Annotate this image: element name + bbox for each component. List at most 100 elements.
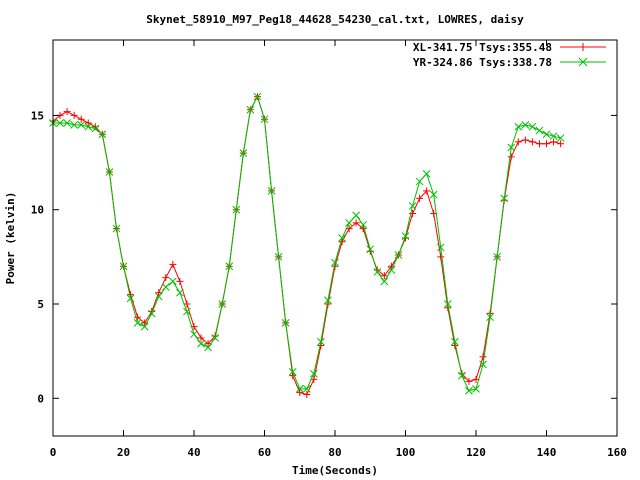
data-point-0 (176, 277, 184, 285)
legend-marker-xl (579, 43, 587, 51)
y-tick-label: 0 (37, 392, 44, 405)
data-point-1 (295, 385, 304, 393)
data-point-1 (549, 132, 558, 141)
data-point-0 (437, 253, 445, 261)
data-point-0 (352, 219, 360, 227)
data-point-1 (331, 258, 339, 267)
data-point-1 (267, 187, 276, 195)
data-point-1 (63, 119, 71, 127)
data-point-0 (169, 260, 177, 268)
chart-title: Skynet_58910_M97_Peg18_44628_54230_cal.t… (146, 13, 524, 26)
data-point-1 (126, 294, 135, 303)
data-point-0 (550, 138, 558, 146)
x-tick-label: 20 (117, 446, 130, 459)
data-point-1 (218, 300, 227, 308)
data-point-0 (423, 187, 431, 195)
data-point-1 (281, 319, 290, 327)
data-point-1 (556, 134, 565, 142)
data-point-1 (429, 190, 438, 199)
data-point-1 (211, 334, 220, 342)
y-tick-label: 5 (37, 298, 44, 311)
x-tick-label: 80 (328, 446, 341, 459)
data-point-0 (514, 138, 522, 146)
data-point-1 (387, 266, 396, 274)
data-point-1 (253, 92, 262, 101)
data-point-1 (507, 143, 516, 152)
data-point-1 (168, 277, 177, 286)
data-point-1 (317, 337, 325, 346)
data-point-1 (154, 292, 163, 301)
data-point-0 (521, 136, 529, 144)
data-point-1 (302, 385, 311, 393)
legend-marker-yr (578, 57, 588, 67)
data-point-1 (105, 168, 114, 176)
x-tick-label: 120 (466, 446, 486, 459)
data-point-1 (345, 219, 353, 227)
y-axis-ticks: 0 5 10 15 (31, 109, 617, 405)
data-point-1 (176, 288, 184, 297)
data-point-0 (134, 313, 142, 321)
data-point-1 (239, 149, 248, 157)
data-point-1 (514, 122, 523, 131)
data-point-1 (366, 245, 375, 254)
data-point-0 (528, 138, 536, 146)
data-point-1 (147, 309, 156, 318)
x-tick-label: 40 (187, 446, 200, 459)
plot-frame (52, 39, 618, 437)
data-point-1 (133, 319, 142, 327)
data-point-1 (161, 283, 170, 291)
data-point-0 (77, 115, 85, 123)
data-point-0 (543, 140, 550, 148)
data-point-1 (436, 243, 445, 252)
data-point-1 (112, 224, 121, 233)
data-point-1 (500, 194, 509, 203)
data-point-0 (557, 140, 565, 148)
data-point-1 (458, 371, 466, 380)
data-point-1 (183, 307, 191, 316)
data-point-1 (465, 386, 473, 395)
data-point-0 (380, 272, 388, 280)
y-tick-label: 15 (31, 109, 44, 122)
data-point-0 (303, 391, 311, 399)
data-point-1 (246, 105, 255, 114)
data-point-1 (309, 369, 318, 378)
data-point-1 (486, 313, 494, 322)
data-point-0 (289, 372, 297, 380)
data-point-1 (380, 277, 389, 286)
x-axis-label: Time(Seconds) (292, 464, 378, 477)
data-point-1 (140, 322, 149, 331)
data-point-0 (465, 377, 473, 385)
x-tick-label: 0 (50, 446, 57, 459)
data-point-1 (422, 170, 431, 178)
legend-label-xl: XL-341.75 Tsys:355.48 (413, 41, 552, 54)
data-point-0 (409, 209, 417, 217)
data-point-1 (542, 130, 551, 139)
y-tick-label: 10 (31, 204, 44, 217)
data-point-1 (260, 115, 269, 124)
data-point-1 (450, 337, 459, 346)
data-point-1 (493, 253, 502, 261)
data-point-1 (401, 232, 410, 240)
data-point-1 (77, 121, 86, 129)
data-point-1 (204, 343, 212, 352)
data-point-0 (387, 262, 395, 270)
data-point-1 (359, 220, 368, 229)
data-point-1 (70, 121, 79, 129)
data-point-1 (91, 124, 100, 133)
x-axis-ticks: 0 20 40 60 80 100 120 140 160 (50, 40, 627, 459)
data-point-1 (479, 360, 487, 369)
data-point-1 (84, 122, 93, 131)
data-point-0 (416, 194, 424, 202)
data-point-1 (373, 268, 382, 276)
data-point-0 (63, 108, 71, 116)
x-tick-label: 160 (607, 446, 627, 459)
data-point-1 (535, 126, 544, 135)
data-point-1 (274, 253, 283, 261)
data-point-0 (84, 119, 92, 127)
data-point-1 (394, 251, 403, 259)
data-point-1 (288, 368, 297, 376)
data-point-1 (443, 300, 452, 308)
series-line-0 (52, 95, 561, 396)
data-point-1 (415, 177, 424, 186)
